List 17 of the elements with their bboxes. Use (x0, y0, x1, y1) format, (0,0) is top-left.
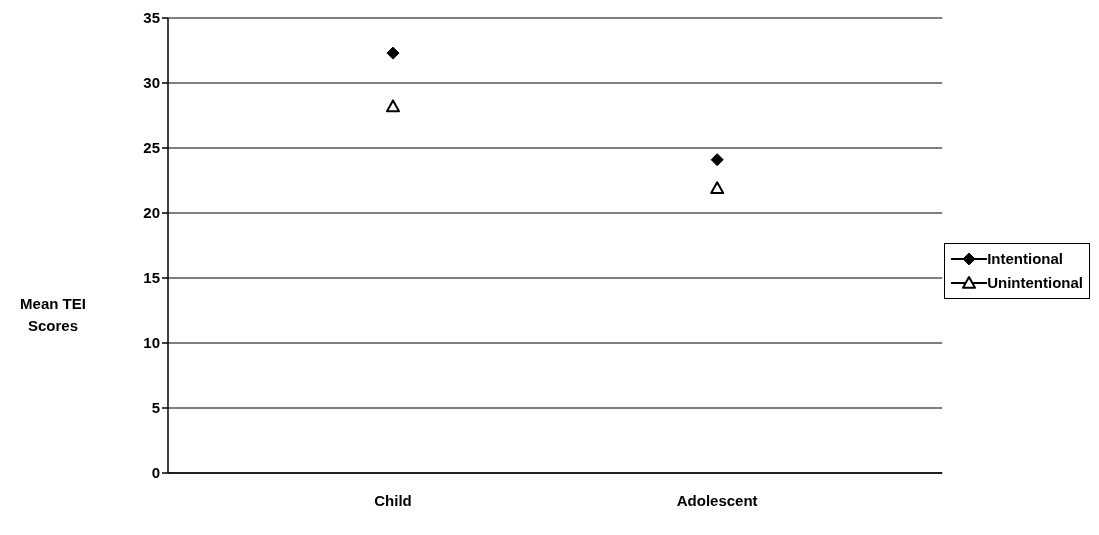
legend-label: Intentional (987, 250, 1063, 267)
y-tick-label: 10 (143, 334, 160, 352)
y-tick-label: 30 (143, 74, 160, 92)
x-tick-label: Adolescent (676, 491, 758, 509)
y-tick-label: 20 (143, 204, 160, 222)
y-tick-label: 0 (151, 464, 160, 482)
y-axis-title: Mean TEI Scores (19, 294, 87, 336)
point (386, 46, 400, 60)
y-tick-label: 25 (143, 139, 160, 157)
x-tick-label: Child (374, 491, 412, 509)
legend-label: Unintentional (987, 274, 1083, 291)
y-tick-label: 15 (143, 269, 160, 287)
point (710, 153, 724, 167)
y-tick-label: 35 (143, 9, 160, 27)
point (710, 181, 725, 195)
point (386, 99, 400, 113)
y-tick-label: 5 (151, 399, 160, 417)
